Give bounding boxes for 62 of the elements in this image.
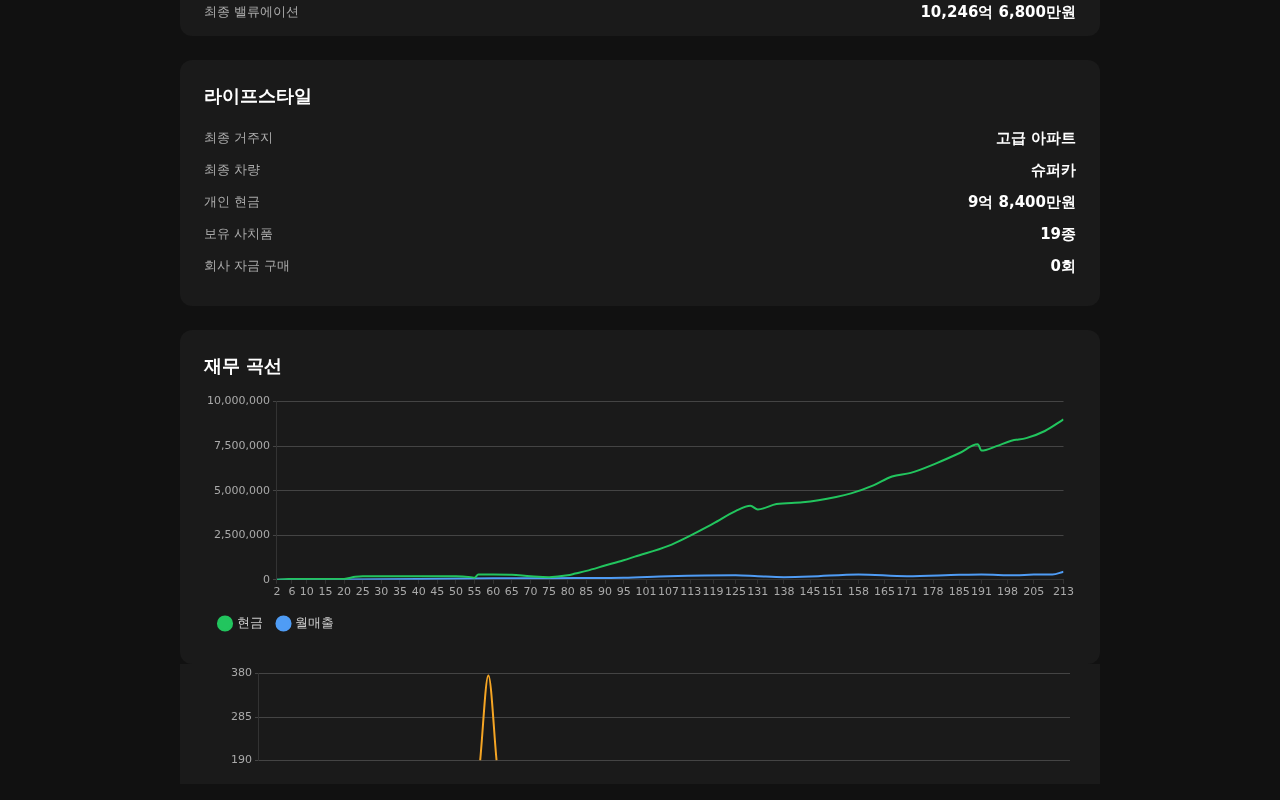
x-tick-label: 6 <box>288 585 296 599</box>
y-tick-label: 190 <box>231 753 252 767</box>
text: 0회 <box>1050 256 1076 276</box>
text: 라이프스타일 <box>204 84 313 108</box>
text: 10,246억 6,800만원 <box>920 2 1076 22</box>
text: 9억 8,400만원 <box>967 192 1076 212</box>
x-tick-label: 185 <box>948 585 970 599</box>
x-tick-label: 45 <box>430 585 445 599</box>
x-tick-label: 75 <box>542 585 557 599</box>
x-tick-label: 65 <box>504 585 519 599</box>
x-tick-label: 95 <box>616 585 631 599</box>
x-tick-label: 213 <box>1053 585 1074 599</box>
x-tick-label: 131 <box>747 585 769 599</box>
x-tick-label: 15 <box>318 585 333 599</box>
x-tick-label: 138 <box>773 585 795 599</box>
x-tick-label: 60 <box>486 585 501 599</box>
x-tick-label: 30 <box>374 585 389 599</box>
y-tick-label: 285 <box>231 709 252 723</box>
x-tick-label: 10 <box>299 585 314 599</box>
x-tick-label: 90 <box>598 585 613 599</box>
x-tick-label: 70 <box>523 585 538 599</box>
x-tick-label: 165 <box>874 585 896 599</box>
x-tick-label: 2 <box>273 585 281 599</box>
x-tick-label: 50 <box>448 585 463 599</box>
text: 슈퍼카 <box>1031 160 1076 180</box>
text: 회사 자금 구매 <box>204 257 291 275</box>
chart-title: 재무 곡선 <box>204 354 284 378</box>
x-tick-label: 205 <box>1023 585 1045 599</box>
y-tick-label: 10,000,000 <box>207 394 270 408</box>
x-tick-label: 119 <box>702 585 724 599</box>
x-tick-label: 85 <box>579 585 594 599</box>
x-tick-label: 145 <box>799 585 821 599</box>
text: 최종 차량 <box>204 161 261 179</box>
text: 최종 밸류에이션 <box>204 3 300 21</box>
legend-label: 월매출 <box>295 614 334 630</box>
x-tick-label: 20 <box>337 585 352 599</box>
x-tick-label: 178 <box>922 585 944 599</box>
text: 보유 사치품 <box>204 225 274 243</box>
x-tick-label: 55 <box>467 585 482 599</box>
x-tick-label: 191 <box>971 585 992 599</box>
text: 최종 거주지 <box>204 129 274 147</box>
x-tick-label: 101 <box>635 585 657 599</box>
x-tick-label: 35 <box>392 585 407 599</box>
x-tick-label: 25 <box>355 585 370 599</box>
x-tick-label: 151 <box>821 585 843 599</box>
text: 개인 현금 <box>204 193 261 211</box>
y-tick-label: 5,000,000 <box>214 483 270 497</box>
x-tick-label: 198 <box>997 585 1019 599</box>
x-tick-label: 80 <box>560 585 575 599</box>
legend-label: 현금 <box>236 614 263 630</box>
y-tick-label: 2,500,000 <box>214 528 270 542</box>
x-tick-label: 171 <box>896 585 918 599</box>
y-tick-label: 0 <box>262 572 270 586</box>
x-tick-label: 158 <box>847 585 869 599</box>
x-tick-label: 40 <box>411 585 426 599</box>
text: 19종 <box>1040 224 1076 244</box>
x-tick-label: 107 <box>657 585 679 599</box>
x-tick-label: 113 <box>680 585 702 599</box>
text: 고급 아파트 <box>995 128 1076 148</box>
x-tick-label: 125 <box>724 585 746 599</box>
y-tick-label: 380 <box>231 666 252 680</box>
y-tick-label: 7,500,000 <box>214 439 270 453</box>
